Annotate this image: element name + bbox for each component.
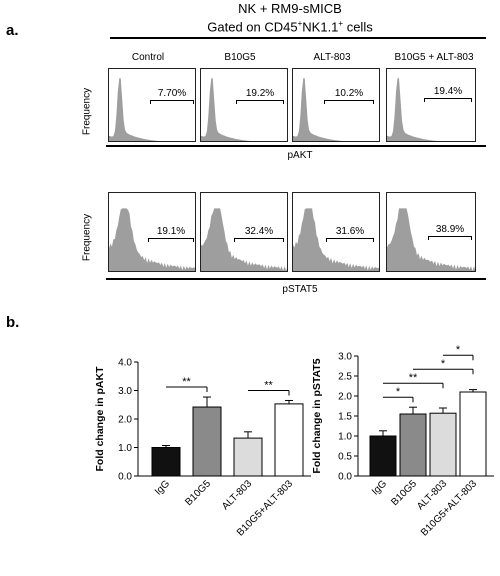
chart-pakt-significance-label: ** xyxy=(182,376,191,388)
condition-label-control: Control xyxy=(131,52,165,63)
row2-x-axis-rule xyxy=(106,278,486,280)
chart-pstat5-y-label: Fold change in pSTAT5 xyxy=(311,358,323,473)
row2-x-label: pSTAT5 xyxy=(282,284,318,295)
chart-pstat5-x-tick-label: B10G5+ALT-803 xyxy=(419,478,479,538)
chart-pakt-y-tick-label: 2.0 xyxy=(118,415,132,426)
chart-pstat5-bar xyxy=(399,413,427,477)
gate-pstat5-control: 19.1% xyxy=(148,226,194,242)
chart-pstat5-x-tick-label: IgG xyxy=(370,478,389,497)
chart-pstat5-y-tick-label: 1.5 xyxy=(338,412,352,423)
gate-line xyxy=(150,100,194,104)
gate-percent: 19.1% xyxy=(156,226,186,237)
chart-pstat5-bar xyxy=(459,391,487,477)
gate-percent: 19.2% xyxy=(245,88,275,99)
gate-pakt-alt803: 10.2% xyxy=(324,88,374,104)
histogram-pakt-alt803 xyxy=(292,68,380,142)
chart-pstat5-y-tick-label: 1.0 xyxy=(338,432,352,443)
condition-label-b10g5: B10G5 xyxy=(224,52,256,63)
gate-line xyxy=(324,100,374,104)
chart-pstat5-significance-label: * xyxy=(456,344,461,356)
condition-label-alt803: ALT-803 xyxy=(313,52,351,63)
panel-a-title: NK + RM9-sMICB Gated on CD45+NK1.1+ cell… xyxy=(180,1,400,34)
gate-pakt-control: 7.70% xyxy=(150,88,194,104)
histogram-pstat5-combo xyxy=(386,192,476,272)
histogram-pstat5-control xyxy=(108,192,196,272)
panel-a-title-line1: NK + RM9-sMICB xyxy=(238,1,342,16)
histogram-pstat5-alt803 xyxy=(292,192,380,272)
gate-line xyxy=(424,98,472,102)
row1-x-label: pAKT xyxy=(287,150,313,161)
chart-pstat5-significance-label: * xyxy=(441,358,446,370)
gate-percent: 19.4% xyxy=(433,86,463,97)
gate-percent: 7.70% xyxy=(157,88,187,99)
gate-pakt-b10g5: 19.2% xyxy=(236,88,284,104)
chart-pakt-y-tick-label: 1.0 xyxy=(118,443,132,454)
chart-pakt-bar xyxy=(192,406,222,477)
chart-pstat5-y-tick-label: 0.5 xyxy=(338,452,352,463)
chart-pakt-significance-label: ** xyxy=(264,379,273,391)
chart-pakt-y-tick-label: 4.0 xyxy=(118,358,132,369)
chart-pstat5-significance-label: * xyxy=(396,386,401,398)
chart-pstat5-y-tick-label: 2.0 xyxy=(338,392,352,403)
panel-b-letter: b. xyxy=(6,314,20,331)
chart-pstat5-y-tick-label: 2.5 xyxy=(338,372,352,383)
histogram-pstat5-b10g5 xyxy=(200,192,288,272)
gate-pstat5-combo: 38.9% xyxy=(428,224,472,240)
chart-pstat5-bar xyxy=(369,435,397,477)
gate-line xyxy=(234,238,284,242)
chart-pakt-bar xyxy=(151,447,181,477)
chart-pakt-bar xyxy=(233,437,263,477)
gate-percent: 32.4% xyxy=(244,226,274,237)
chart-pakt-y-tick-label: 0.0 xyxy=(118,472,132,483)
gate-percent: 38.9% xyxy=(435,224,465,235)
gate-line xyxy=(428,236,472,240)
condition-label-combo: B10G5 + ALT-803 xyxy=(394,52,474,63)
gate-line xyxy=(236,100,284,104)
gate-pstat5-alt803: 31.6% xyxy=(326,226,374,242)
chart-pakt-bar xyxy=(274,403,304,477)
panel-a-title-line2: Gated on CD45+NK1.1+ cells xyxy=(207,19,373,35)
gate-pakt-combo: 19.4% xyxy=(424,86,472,102)
chart-pakt-y-label: Fold change in pAKT xyxy=(94,366,106,472)
panel-a-letter: a. xyxy=(6,22,19,39)
chart-pakt-x-tick-label: IgG xyxy=(153,478,172,497)
row1-x-axis-rule xyxy=(106,145,486,147)
gate-percent: 31.6% xyxy=(335,226,365,237)
chart-pakt-y-tick-label: 3.0 xyxy=(118,386,132,397)
chart-pakt-x-tick-label: B10G5 xyxy=(183,478,213,508)
histogram-pakt-b10g5 xyxy=(200,68,288,142)
histogram-pakt-control xyxy=(108,68,196,142)
gate-line xyxy=(326,238,374,242)
panel-a-title-rule xyxy=(110,37,486,39)
chart-pakt-x-tick-label: ALT-803 xyxy=(220,478,254,512)
gate-line xyxy=(148,238,194,242)
chart-pstat5-significance-label: ** xyxy=(409,372,418,384)
chart-pstat5-y-tick-label: 0.0 xyxy=(338,472,352,483)
chart-pstat5-y-tick-label: 3.0 xyxy=(338,352,352,363)
gate-percent: 10.2% xyxy=(334,88,364,99)
gate-pstat5-b10g5: 32.4% xyxy=(234,226,284,242)
histogram-pakt-combo xyxy=(386,68,476,142)
chart-pstat5-bar xyxy=(429,412,457,477)
